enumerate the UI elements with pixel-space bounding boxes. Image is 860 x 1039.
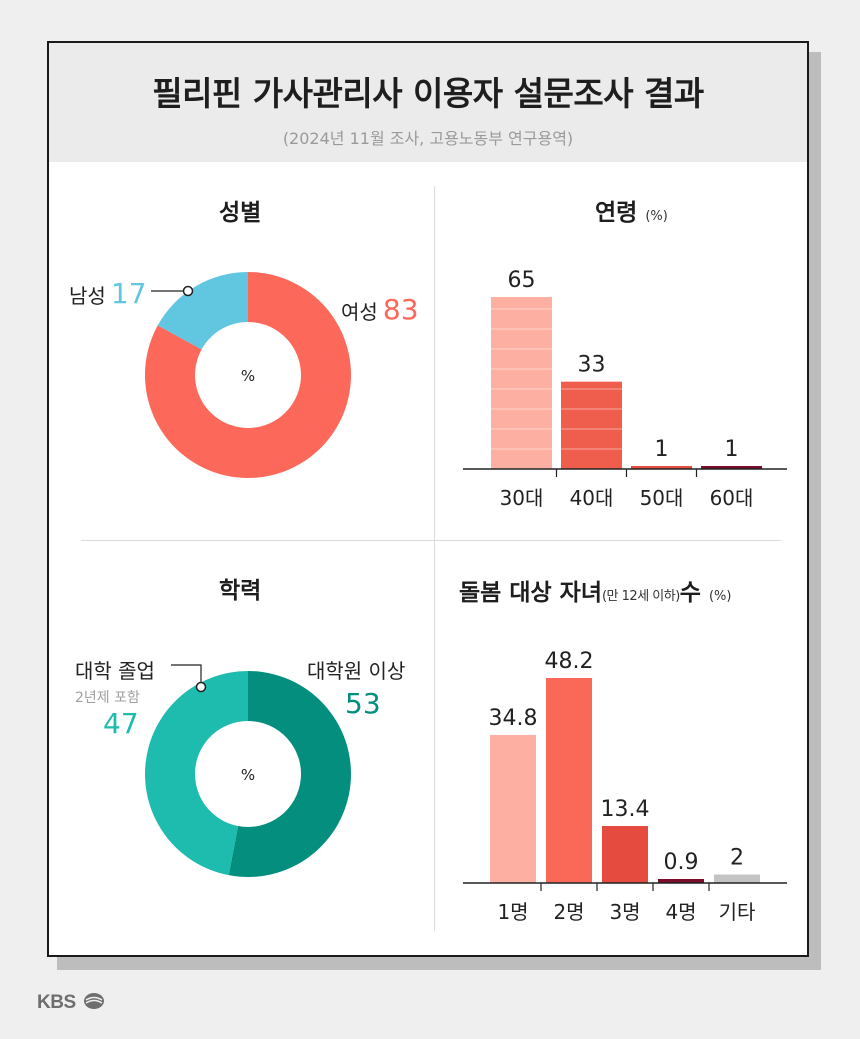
college-leader-dot	[195, 681, 207, 693]
children-value-label-2: 13.4	[601, 797, 650, 822]
gender-slice-1	[145, 272, 351, 479]
header: 필리핀 가사관리사 이용자 설문조사 결과 (2024년 11월 조사, 고용노…	[49, 43, 807, 162]
children-category-label-1: 2명	[553, 900, 584, 924]
children-category-label-3: 4명	[665, 900, 696, 924]
children-category-label-0: 1명	[497, 900, 528, 924]
education-title: 학력	[219, 571, 261, 605]
grad-value: 53	[345, 687, 381, 720]
children-title-unit: (%)	[708, 589, 732, 604]
horizontal-divider	[81, 540, 781, 541]
children-bar-2	[602, 826, 648, 883]
age-category-label-3: 60대	[710, 486, 754, 510]
age-bar-0	[491, 297, 552, 469]
children-value-label-4: 2	[730, 845, 744, 870]
age-category-label-1: 40대	[570, 486, 614, 510]
age-value-label-3: 1	[725, 437, 739, 462]
age-title-unit: (%)	[645, 209, 668, 224]
children-title: 돌봄 대상 자녀(만 12세 이하)수 (%)	[459, 573, 731, 607]
gender-title: 성별	[219, 193, 261, 227]
children-title-text: 돌봄 대상 자녀	[459, 580, 602, 606]
male-name: 남성	[69, 284, 106, 308]
children-category-label-2: 3명	[609, 900, 640, 924]
college-value: 47	[103, 707, 139, 740]
children-value-label-1: 48.2	[545, 649, 594, 674]
age-value-label-0: 65	[508, 268, 536, 293]
grad-name: 대학원 이상	[307, 659, 406, 683]
age-value-label-1: 33	[578, 353, 606, 378]
kbs-logo-text: KBS	[37, 992, 76, 1013]
page-title: 필리핀 가사관리사 이용자 설문조사 결과	[152, 74, 704, 113]
infographic-card: 필리핀 가사관리사 이용자 설문조사 결과 (2024년 11월 조사, 고용노…	[47, 41, 809, 957]
age-bar-2	[631, 466, 692, 469]
female-value: 83	[382, 293, 419, 326]
college-leader-line	[171, 664, 202, 685]
education-slice-0	[144, 671, 248, 876]
gender-center-label: %	[241, 367, 255, 385]
children-category-label-4: 기타	[719, 900, 756, 924]
age-bar-3	[701, 466, 762, 469]
charts-canvas: %% 65 30대 33 40대 1 50대 1 60대 34.8 1명 48.2 2명 13.4 3명 0.…	[144, 268, 787, 924]
female-label: 여성 83	[341, 293, 419, 326]
male-leader-dot	[182, 285, 194, 297]
education-slice-1	[228, 671, 351, 877]
children-bar-1	[546, 678, 592, 883]
age-category-label-2: 50대	[640, 486, 684, 510]
college-label: 대학 졸업	[75, 655, 155, 684]
grad-label: 대학원 이상	[307, 655, 405, 684]
age-value-label-2: 1	[655, 437, 669, 462]
kbs-wave-icon	[83, 993, 104, 1009]
vertical-divider	[434, 186, 435, 931]
children-title-sub: (만 12세 이하)	[601, 589, 680, 604]
children-bar-4	[714, 874, 760, 883]
page-subtitle: (2024년 11월 조사, 고용노동부 연구용역)	[282, 129, 574, 148]
education-center-label: %	[241, 766, 255, 784]
college-name: 대학 졸업	[75, 659, 155, 683]
age-bar-1	[561, 381, 622, 469]
children-bar-3	[658, 879, 704, 883]
college-note: 2년제 포함	[75, 690, 140, 706]
age-title: 연령 (%)	[595, 193, 668, 227]
female-name: 여성	[341, 300, 378, 324]
kbs-logo: KBS	[37, 990, 104, 1014]
education-title-text: 학력	[219, 578, 262, 604]
children-title-suffix: 수	[679, 580, 701, 606]
children-value-label-3: 0.9	[664, 850, 699, 875]
male-value: 17	[110, 277, 147, 310]
children-bar-0	[490, 734, 536, 883]
children-value-label-0: 34.8	[489, 706, 538, 731]
gender-title-text: 성별	[219, 200, 262, 226]
age-title-text: 연령	[595, 200, 638, 226]
male-label: 남성 17	[69, 277, 147, 310]
gender-slice-0	[157, 272, 248, 350]
age-category-label-0: 30대	[500, 486, 544, 510]
